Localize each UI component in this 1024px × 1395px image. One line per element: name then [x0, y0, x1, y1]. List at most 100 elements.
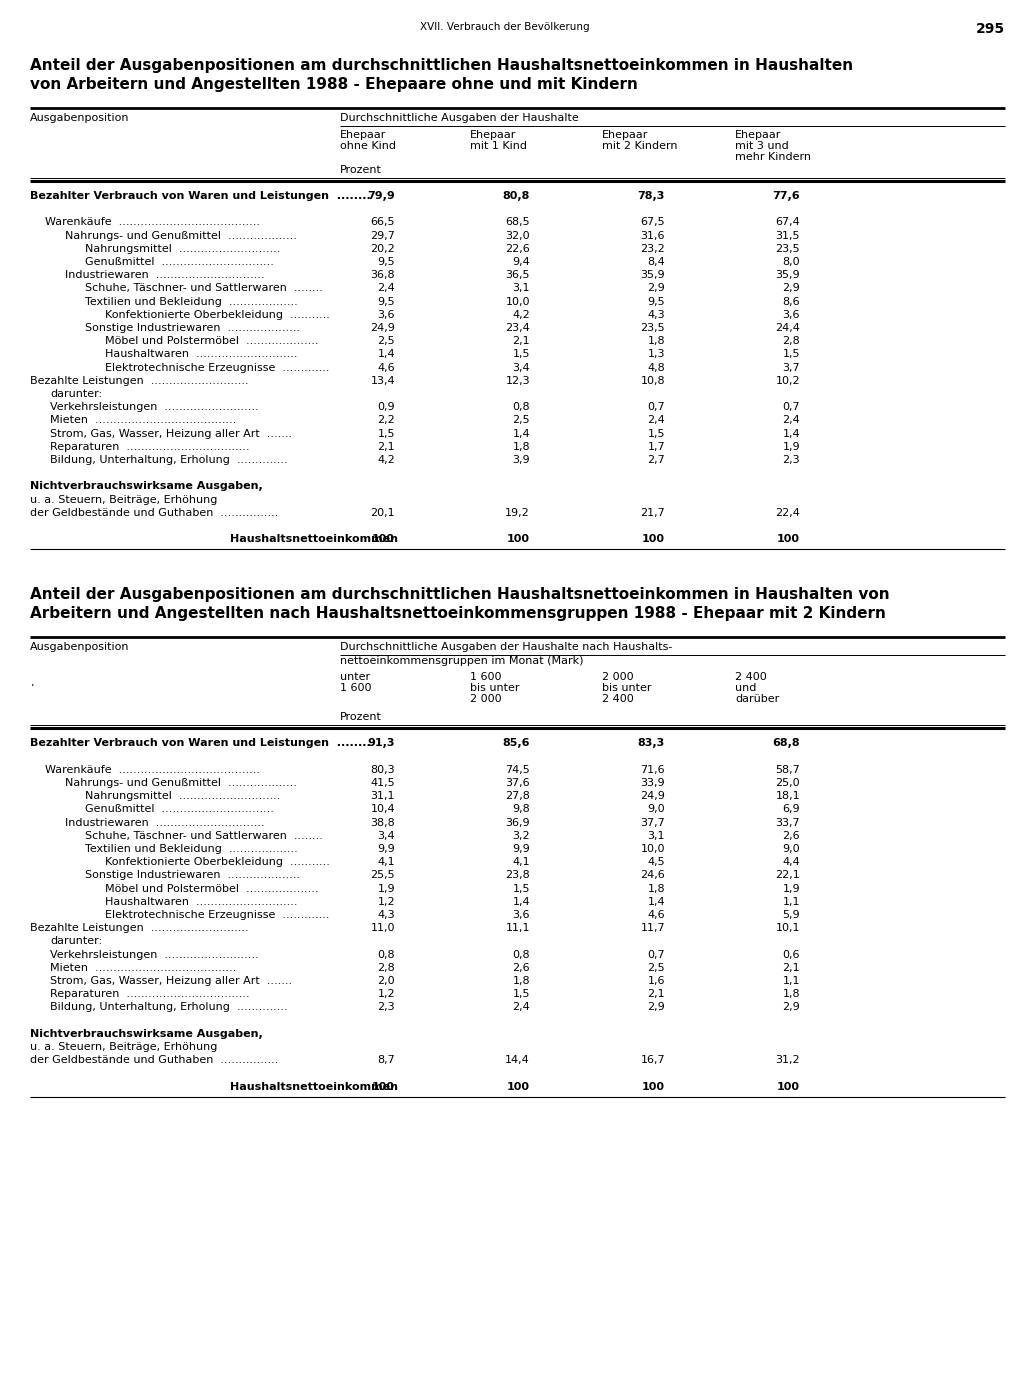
Text: Genußmittel  ...............................: Genußmittel ............................…: [85, 805, 273, 815]
Text: mit 2 Kindern: mit 2 Kindern: [602, 141, 678, 151]
Text: Nichtverbrauchswirksame Ausgaben,: Nichtverbrauchswirksame Ausgaben,: [30, 1028, 263, 1039]
Text: Ehepaar: Ehepaar: [602, 130, 648, 140]
Text: 2,1: 2,1: [647, 989, 665, 999]
Text: 33,9: 33,9: [640, 778, 665, 788]
Text: u. a. Steuern, Beiträge, Erhöhung: u. a. Steuern, Beiträge, Erhöhung: [30, 495, 217, 505]
Text: 100: 100: [372, 1081, 395, 1092]
Text: 24,6: 24,6: [640, 870, 665, 880]
Text: 14,4: 14,4: [505, 1055, 530, 1066]
Text: 20,1: 20,1: [371, 508, 395, 518]
Text: mehr Kindern: mehr Kindern: [735, 152, 811, 162]
Text: 9,5: 9,5: [647, 297, 665, 307]
Text: 23,5: 23,5: [775, 244, 800, 254]
Text: 23,5: 23,5: [640, 324, 665, 333]
Text: 13,4: 13,4: [371, 375, 395, 386]
Text: 8,4: 8,4: [647, 257, 665, 266]
Text: 85,6: 85,6: [503, 738, 530, 748]
Text: Ehepaar: Ehepaar: [735, 130, 781, 140]
Text: 24,4: 24,4: [775, 324, 800, 333]
Text: Reparaturen  ..................................: Reparaturen ............................…: [50, 989, 250, 999]
Text: Mieten  .......................................: Mieten .................................…: [50, 416, 237, 425]
Text: Industriewaren  ..............................: Industriewaren .........................…: [65, 817, 264, 827]
Text: 22,6: 22,6: [505, 244, 530, 254]
Text: 9,0: 9,0: [647, 805, 665, 815]
Text: darunter:: darunter:: [50, 389, 102, 399]
Text: 23,2: 23,2: [640, 244, 665, 254]
Text: 1,4: 1,4: [512, 428, 530, 438]
Text: 1,3: 1,3: [647, 349, 665, 360]
Text: 25,0: 25,0: [775, 778, 800, 788]
Text: Bildung, Unterhaltung, Erholung  ..............: Bildung, Unterhaltung, Erholung ........…: [50, 455, 288, 465]
Text: 3,4: 3,4: [512, 363, 530, 372]
Text: 0,9: 0,9: [378, 402, 395, 412]
Text: 2,5: 2,5: [647, 963, 665, 972]
Text: Bezahlter Verbrauch von Waren und Leistungen  ........: Bezahlter Verbrauch von Waren und Leistu…: [30, 191, 371, 201]
Text: Durchschnittliche Ausgaben der Haushalte nach Haushalts-: Durchschnittliche Ausgaben der Haushalte…: [340, 643, 673, 653]
Text: 1,1: 1,1: [782, 897, 800, 907]
Text: 3,1: 3,1: [647, 831, 665, 841]
Text: 1,4: 1,4: [782, 428, 800, 438]
Text: 41,5: 41,5: [371, 778, 395, 788]
Text: Nahrungs- und Genußmittel  ...................: Nahrungs- und Genußmittel ..............…: [65, 778, 297, 788]
Text: 9,5: 9,5: [378, 297, 395, 307]
Text: 36,8: 36,8: [371, 271, 395, 280]
Text: 3,6: 3,6: [378, 310, 395, 319]
Text: 35,9: 35,9: [640, 271, 665, 280]
Text: 1,5: 1,5: [782, 349, 800, 360]
Text: 9,8: 9,8: [512, 805, 530, 815]
Text: 67,5: 67,5: [640, 218, 665, 227]
Text: 1,2: 1,2: [378, 989, 395, 999]
Text: Warenkäufe  .......................................: Warenkäufe .............................…: [45, 218, 260, 227]
Text: 36,9: 36,9: [506, 817, 530, 827]
Text: 9,4: 9,4: [512, 257, 530, 266]
Text: 1,6: 1,6: [647, 976, 665, 986]
Text: ’: ’: [30, 684, 34, 693]
Text: Nahrungsmittel  ............................: Nahrungsmittel .........................…: [85, 244, 281, 254]
Text: 2,1: 2,1: [378, 442, 395, 452]
Text: 31,2: 31,2: [775, 1055, 800, 1066]
Text: 1 600: 1 600: [470, 672, 502, 682]
Text: Nichtverbrauchswirksame Ausgaben,: Nichtverbrauchswirksame Ausgaben,: [30, 481, 263, 491]
Text: 2,3: 2,3: [378, 1003, 395, 1013]
Text: 0,8: 0,8: [378, 950, 395, 960]
Text: 0,7: 0,7: [647, 402, 665, 412]
Text: 35,9: 35,9: [775, 271, 800, 280]
Text: Strom, Gas, Wasser, Heizung aller Art  .......: Strom, Gas, Wasser, Heizung aller Art ..…: [50, 976, 292, 986]
Text: Elektrotechnische Erzeugnisse  .............: Elektrotechnische Erzeugnisse ..........…: [105, 363, 330, 372]
Text: 4,3: 4,3: [647, 310, 665, 319]
Text: mit 3 und: mit 3 und: [735, 141, 788, 151]
Text: 2,2: 2,2: [377, 416, 395, 425]
Text: 37,6: 37,6: [506, 778, 530, 788]
Text: Konfektionierte Oberbekleidung  ...........: Konfektionierte Oberbekleidung .........…: [105, 857, 330, 868]
Text: 4,4: 4,4: [782, 857, 800, 868]
Text: 4,3: 4,3: [378, 910, 395, 919]
Text: 1,8: 1,8: [512, 442, 530, 452]
Text: 12,3: 12,3: [506, 375, 530, 386]
Text: 2,9: 2,9: [782, 1003, 800, 1013]
Text: Sonstige Industriewaren  ....................: Sonstige Industriewaren ................…: [85, 870, 300, 880]
Text: Ausgabenposition: Ausgabenposition: [30, 113, 129, 123]
Text: 2,4: 2,4: [377, 283, 395, 293]
Text: darüber: darüber: [735, 695, 779, 704]
Text: 1,8: 1,8: [647, 883, 665, 894]
Text: Möbel und Polstermöbel  ....................: Möbel und Polstermöbel .................…: [105, 883, 318, 894]
Text: 10,0: 10,0: [506, 297, 530, 307]
Text: 1,5: 1,5: [512, 989, 530, 999]
Text: 2 000: 2 000: [470, 695, 502, 704]
Text: 79,9: 79,9: [368, 191, 395, 201]
Text: Möbel und Polstermöbel  ....................: Möbel und Polstermöbel .................…: [105, 336, 318, 346]
Text: 1,8: 1,8: [782, 989, 800, 999]
Text: Prozent: Prozent: [340, 165, 382, 174]
Text: 37,7: 37,7: [640, 817, 665, 827]
Text: Konfektionierte Oberbekleidung  ...........: Konfektionierte Oberbekleidung .........…: [105, 310, 330, 319]
Text: 71,6: 71,6: [640, 764, 665, 774]
Text: 29,7: 29,7: [370, 230, 395, 240]
Text: Textilien und Bekleidung  ...................: Textilien und Bekleidung ...............…: [85, 844, 298, 854]
Text: Reparaturen  ..................................: Reparaturen ............................…: [50, 442, 250, 452]
Text: 68,5: 68,5: [506, 218, 530, 227]
Text: 2,8: 2,8: [782, 336, 800, 346]
Text: 2 400: 2 400: [735, 672, 767, 682]
Text: Prozent: Prozent: [340, 713, 382, 723]
Text: 9,9: 9,9: [377, 844, 395, 854]
Text: Genußmittel  ...............................: Genußmittel ............................…: [85, 257, 273, 266]
